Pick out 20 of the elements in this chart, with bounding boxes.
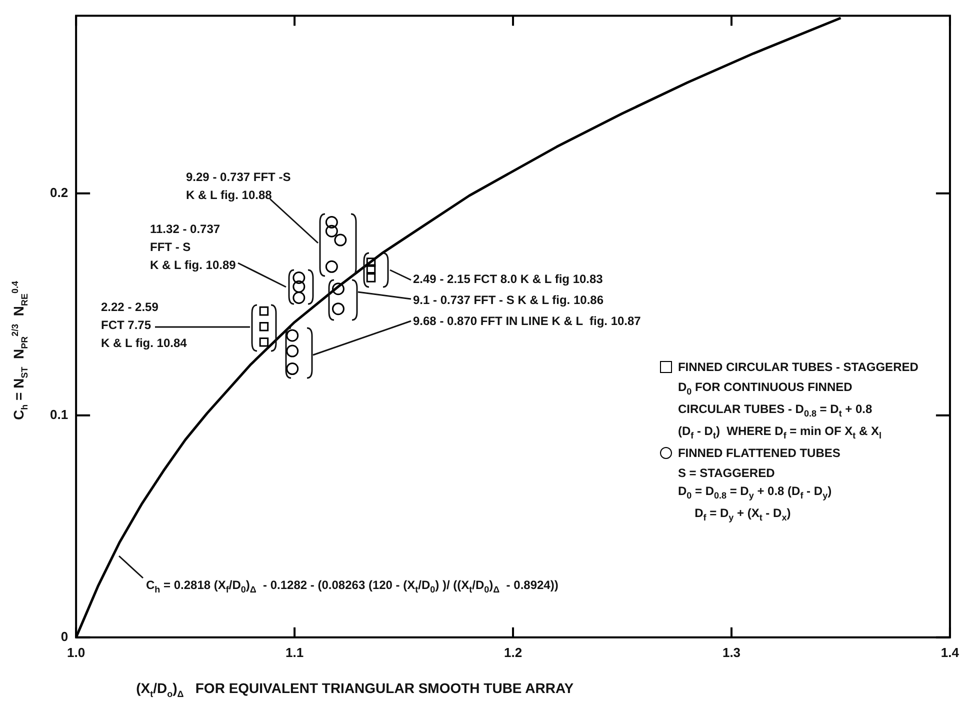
annotation: 11.32 - 0.737 FFT - S K & L fig. 10.89	[150, 221, 236, 274]
annotation: 9.29 - 0.737 FFT -S K & L fig. 10.88	[186, 169, 291, 204]
x-tick-label: 1.1	[286, 644, 304, 660]
x-tick-label: 1.3	[722, 644, 741, 660]
text: D$_{0}$ FOR CONTINUOUS FINNED CIRCULAR TUBES - D$_{0.8}$ = D$_{t}$ + 0.8 (D$_{f}$ - D$_{t}$) WHERE D$_{f}$ = min OF X$_{t}$ & X$_{l}$	[678, 380, 882, 441]
y-tick-label: 0.2	[50, 184, 68, 200]
x-tick-label: 1.0	[67, 644, 86, 660]
legend-label: FINNED CIRCULAR TUBES - STAGGERED	[678, 358, 918, 376]
y-tick-label: 0.1	[50, 406, 68, 422]
text: (X$_{t}$/D$_{o}$)$_{Δ}$ FOR EQUIVALENT TRIANGULAR SMOOTH TUBE ARRAY	[136, 680, 574, 700]
annotation: 9.68 - 0.870 FFT IN LINE K & L fig. 10.87	[413, 313, 641, 330]
annotation: 9.1 - 0.737 FFT - S K & L fig. 10.86	[413, 292, 604, 309]
annotation: 2.22 - 2.59 FCT 7.75 K & L fig. 10.84	[101, 299, 187, 352]
text: C$_{h}$ = 0.2818 (X$_{f}$/D$_{0}$)$_{Δ}$ - 0.1282 - (0.08263 (120 - (X$_{t}$/D$_{0}$) )/ ((X$_{t}$/D$_{0}$)$_{Δ}$ - 0.8924))	[146, 578, 558, 594]
x-tick-label: 1.2	[504, 644, 522, 660]
y-tick-label: 0	[60, 628, 68, 644]
annotation: 2.49 - 2.15 FCT 8.0 K & L fig 10.83	[413, 271, 603, 288]
text: S = STAGGERED D$_{0}$ = D$_{0.8}$ = D$_{y}$ + 0.8 (D$_{f}$ - D$_{y}$) D$_{f}$ = D$_{y}$ + (X$_{t}$ - D$_{x}$)	[678, 466, 832, 522]
legend-label: FINNED FLATTENED TUBES	[678, 444, 840, 462]
x-tick-label: 1.4	[940, 644, 960, 660]
